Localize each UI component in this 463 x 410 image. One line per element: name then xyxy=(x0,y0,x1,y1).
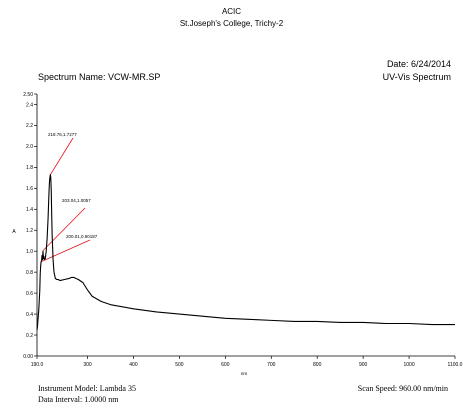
y-tick-label: 2.50 xyxy=(23,92,33,98)
x-tick-label: 700 xyxy=(267,362,276,368)
y-tick-label: 0.4 xyxy=(26,312,33,318)
y-tick-label: 0.6 xyxy=(26,291,33,297)
x-tick-label: 300 xyxy=(83,362,92,368)
spectrum-series-line xyxy=(36,174,455,330)
y-tick-label: 1.2 xyxy=(26,228,33,234)
x-tick-label: 400 xyxy=(129,362,138,368)
instrument-model-label: Instrument Model: Lambda 35 xyxy=(38,384,136,393)
x-tick-label: 1100.0 xyxy=(448,362,463,368)
x-tick-label: 190.0 xyxy=(31,362,44,368)
x-tick-label: 1000 xyxy=(404,362,415,368)
y-tick-label: 2.0 xyxy=(26,144,33,150)
x-tick-label: 600 xyxy=(221,362,230,368)
x-axis-title: nm xyxy=(241,371,248,376)
y-tick-label: 1.0 xyxy=(26,249,33,255)
y-axis: 0.00 0.2 0.4 0.6 0.8 1.0 1.2 1.4 1.6 1.8 2.0 2.2 2.4… xyxy=(12,92,38,360)
y-tick-label: 2.2 xyxy=(26,123,33,129)
x-tick-label: 900 xyxy=(359,362,368,368)
annotation-leader-line xyxy=(42,207,86,251)
y-tick-label: 1.8 xyxy=(26,165,33,171)
scan-speed-label: Scan Speed: 960.00 nm/min xyxy=(357,384,448,393)
y-tick-label: 0.2 xyxy=(26,333,33,339)
peak-annotation-label: 200.01,0.90187 xyxy=(66,234,98,239)
peak-annotation-label: 218.76,1.7277 xyxy=(48,132,77,137)
y-tick-label: 1.6 xyxy=(26,186,33,192)
y-tick-label: 0.00 xyxy=(23,354,33,360)
spectrum-type-label: UV-Vis Spectrum xyxy=(382,72,451,82)
college-subtitle: St.Joseph's College, Trichy-2 xyxy=(179,19,284,28)
date-label: Date: 6/24/2014 xyxy=(386,59,451,69)
peak-annotation-label: 203.04,1.0057 xyxy=(62,198,91,203)
x-tick-label: 500 xyxy=(175,362,184,368)
x-axis: 190.0 300 400 500 600 700 800 900 1000 1100.0 nm xyxy=(31,355,463,376)
annotation-leader-line xyxy=(41,239,91,262)
annotation-leader-line xyxy=(49,137,74,176)
y-axis-title: A xyxy=(12,229,16,235)
spectrum-name-label: Spectrum Name: VCW-MR.SP xyxy=(38,72,161,82)
y-tick-label: 2.4 xyxy=(26,102,33,108)
y-tick-label: 0.8 xyxy=(26,270,33,276)
org-title: ACIC xyxy=(221,7,242,16)
data-interval-label: Data Interval: 1.0000 nm xyxy=(38,395,119,404)
y-tick-label: 1.4 xyxy=(26,207,33,213)
x-tick-label: 800 xyxy=(313,362,322,368)
